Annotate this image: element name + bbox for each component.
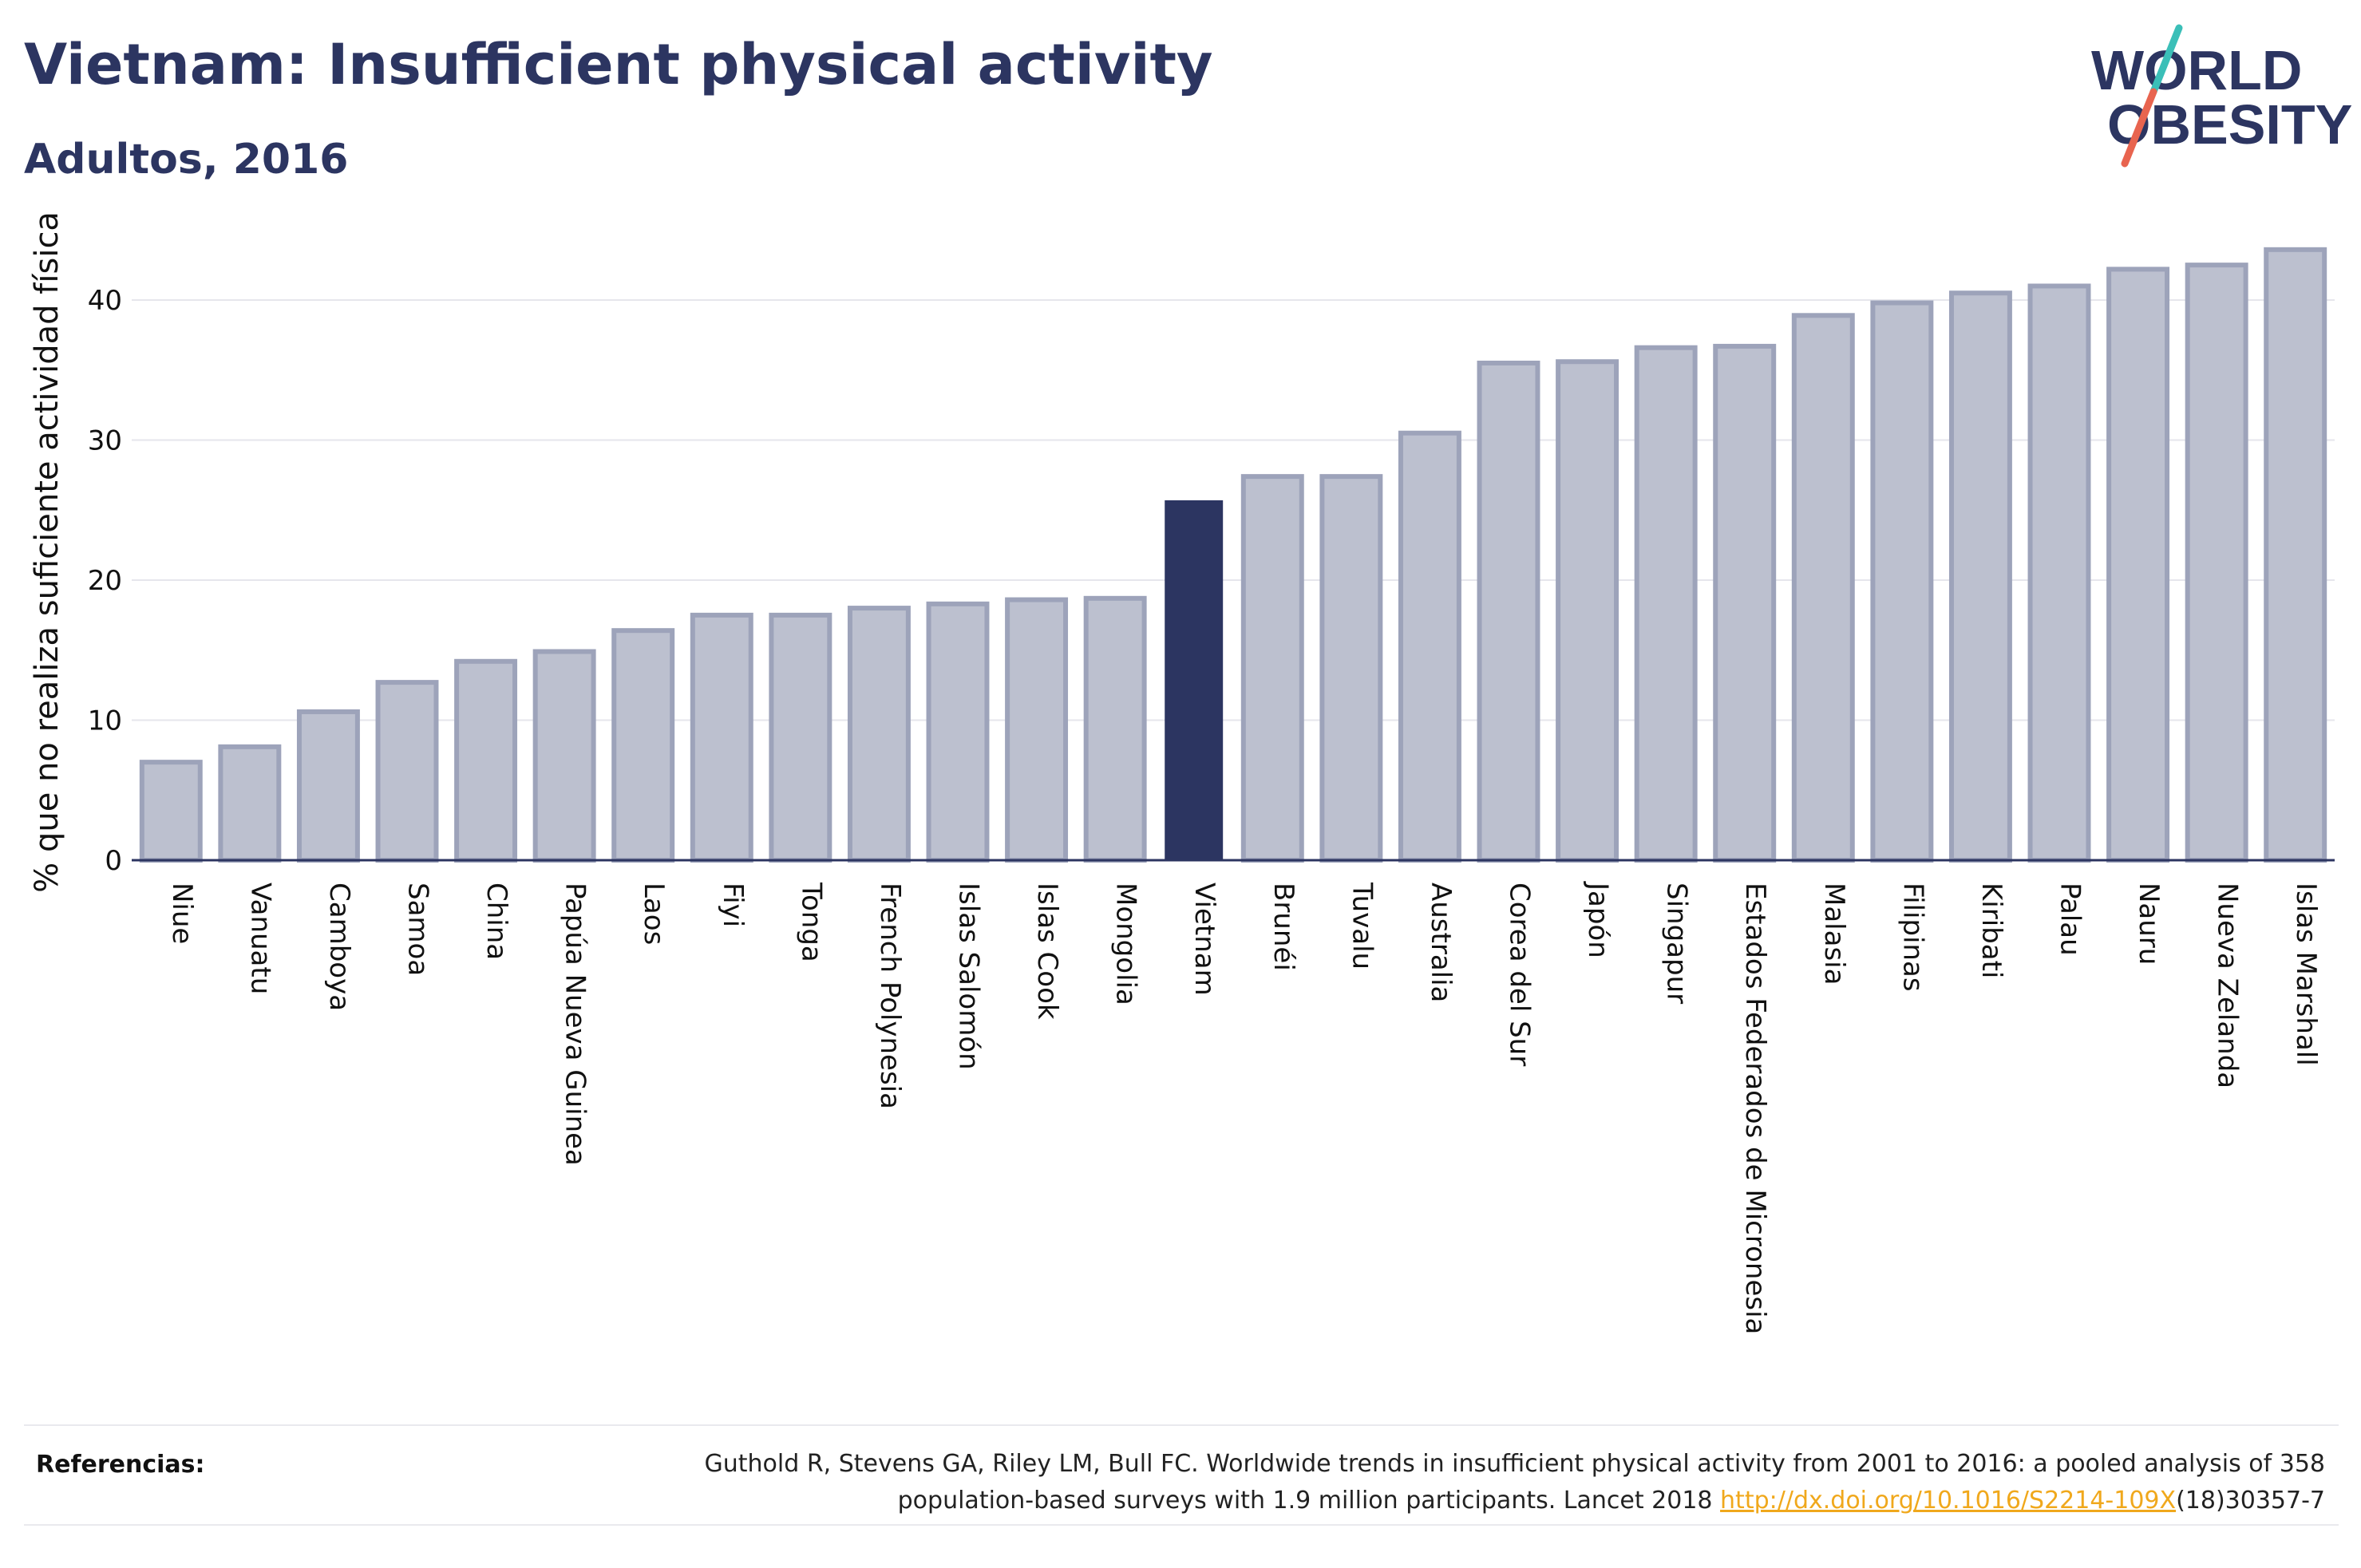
x-tick-label: Palau	[2055, 883, 2086, 956]
x-tick-label: Tuvalu	[1346, 882, 1378, 970]
x-tick-label: Nauru	[2133, 883, 2165, 965]
x-tick-label: Kiribati	[1975, 883, 2007, 978]
bar-islas-marshall	[2264, 247, 2327, 863]
references-line-2-start: population-based surveys with 1.9 millio…	[897, 1487, 1721, 1515]
bar-laos	[611, 628, 675, 863]
x-tick-label: Islas Salomón	[953, 883, 985, 1070]
x-tick-label: Laos	[638, 883, 670, 945]
logo-text-world: WORLD	[2091, 39, 2302, 101]
y-tick-label: 30	[88, 425, 122, 457]
x-tick-label: Fiyi	[717, 883, 749, 927]
x-tick-label: China	[481, 883, 512, 960]
x-tick-label: Vanuatu	[244, 883, 276, 994]
doi-link[interactable]: http://dx.doi.org/10.1016/S2214-109X	[1720, 1487, 2177, 1515]
bar-vietnam	[1165, 500, 1224, 860]
bar-kiribati	[1948, 290, 2012, 863]
bar-fiyi	[690, 612, 753, 863]
y-tick-label: 40	[88, 285, 122, 317]
bar-estados-federados-de-micronesia	[1713, 343, 1777, 863]
x-tick-label: Filipinas	[1896, 883, 1928, 992]
x-tick-label: Islas Marshall	[2290, 883, 2322, 1066]
bar-mongolia	[1083, 595, 1147, 863]
bar-islas-salomón	[926, 601, 990, 863]
references-label: Referencias:	[36, 1451, 205, 1479]
bar-malasia	[1791, 313, 1855, 863]
footer-divider-top	[24, 1424, 2339, 1426]
references-line-1: Guthold R, Stevens GA, Riley LM, Bull FC…	[704, 1450, 2325, 1478]
world-obesity-logo: WORLD OBESITY	[2091, 24, 2352, 168]
x-tick-label: Brunéi	[1268, 883, 1299, 971]
x-tick-label: Samoa	[402, 883, 434, 976]
y-axis-title: % que no realiza suficiente actividad fí…	[29, 211, 65, 893]
bar-australia	[1398, 430, 1461, 863]
x-tick-label: Islas Cook	[1031, 883, 1063, 1020]
footer-divider-bottom	[24, 1524, 2339, 1526]
bar-china	[454, 658, 518, 863]
references-text: Guthold R, Stevens GA, Riley LM, Bull FC…	[489, 1446, 2325, 1519]
x-tick-label: Malasia	[1818, 883, 1850, 985]
bar-niue	[139, 760, 203, 863]
bar-chart: 0 10 20 30 40 Niue Vanuatu Camboya Samoa China Pap…	[29, 211, 2335, 1334]
x-tick-label: Tonga	[795, 882, 827, 962]
references-line-2-end: (18)30357-7	[2176, 1487, 2325, 1515]
x-tick-label: Australia	[1425, 883, 1457, 1002]
x-tick-label: Nueva Zelanda	[2212, 883, 2244, 1088]
bar-tuvalu	[1319, 474, 1383, 863]
chart-subtitle: Adultos, 2016	[24, 136, 349, 184]
x-tick-label: Corea del Sur	[1504, 883, 1536, 1066]
bar-singapur	[1634, 345, 1698, 863]
bar-camboya	[296, 709, 360, 863]
bar-corea-del-sur	[1477, 360, 1540, 863]
x-tick-label: Mongolia	[1110, 883, 1142, 1005]
bar-tonga	[769, 612, 832, 863]
bar-samoa	[375, 680, 439, 863]
x-tick-label: Singapur	[1661, 883, 1693, 1004]
y-tick-label: 0	[105, 845, 122, 877]
logo-slash-top	[2149, 24, 2183, 96]
bar-islas-cook	[1005, 597, 1069, 863]
bar-nauru	[2106, 267, 2170, 863]
y-tick-label: 20	[88, 565, 122, 597]
x-tick-label: Camboya	[323, 883, 355, 1011]
bar-vanuatu	[218, 744, 282, 863]
x-tick-label: Papúa Nueva Guinea	[560, 883, 591, 1166]
logo-slash-bottom	[2121, 88, 2157, 168]
x-tick-label: Japón	[1582, 881, 1614, 958]
bar-filipinas	[1870, 300, 1934, 863]
bar-french-polynesia	[847, 606, 911, 863]
references-line-2: population-based surveys with 1.9 millio…	[489, 1483, 2325, 1519]
y-tick-label: 10	[88, 705, 122, 737]
bar-nueva-zelanda	[2185, 263, 2248, 863]
x-tick-label: Estados Federados de Micronesia	[1739, 883, 1771, 1334]
x-tick-label: Vietnam	[1188, 883, 1220, 996]
bar-papúa-nueva-guinea	[532, 649, 596, 863]
bar-brunéi	[1240, 474, 1304, 863]
x-tick-label: French Polynesia	[874, 883, 906, 1109]
bar-japón	[1556, 359, 1619, 863]
bar-palau	[2027, 283, 2091, 863]
x-tick-label: Niue	[166, 883, 198, 944]
chart-title: Vietnam: Insufficient physical activity	[24, 32, 1213, 97]
